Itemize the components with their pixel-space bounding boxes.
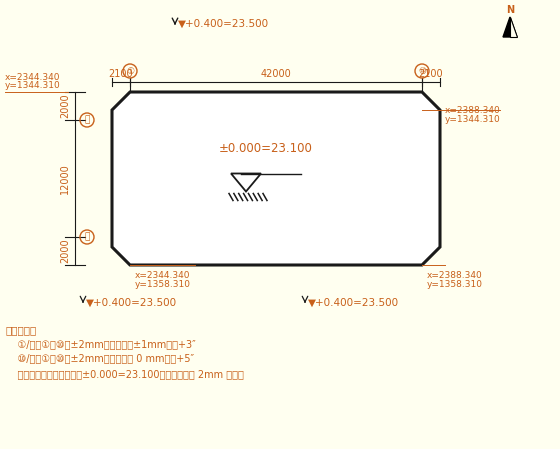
Text: x=2344.340: x=2344.340 <box>5 73 60 82</box>
Polygon shape <box>503 17 517 37</box>
Text: 2000: 2000 <box>60 94 70 119</box>
Polygon shape <box>510 17 517 37</box>
Text: ①: ① <box>126 66 134 75</box>
Text: Ⓐ: Ⓐ <box>85 233 90 242</box>
Text: ▼+0.400=23.500: ▼+0.400=23.500 <box>308 298 399 308</box>
Text: 12000: 12000 <box>60 163 70 194</box>
Text: N: N <box>506 5 514 15</box>
Text: 2100: 2100 <box>109 69 133 79</box>
Text: 42000: 42000 <box>260 69 291 79</box>
Text: y=1358.310: y=1358.310 <box>135 280 191 289</box>
Text: ▼+0.400=23.500: ▼+0.400=23.500 <box>86 298 177 308</box>
Text: y=1358.310: y=1358.310 <box>427 280 483 289</box>
Text: y=1344.310: y=1344.310 <box>5 81 60 90</box>
Text: 复测结果：: 复测结果： <box>5 325 36 335</box>
Text: 2000: 2000 <box>60 239 70 263</box>
Text: x=2388.340: x=2388.340 <box>445 106 501 115</box>
Text: Ⓜ: Ⓜ <box>85 115 90 124</box>
Text: ▼+0.400=23.500: ▼+0.400=23.500 <box>178 19 269 29</box>
Text: ⑩/Ⓐ：①～⑩農±2mm；Ⓜ～Ⓐ農 0 mm，角+5″: ⑩/Ⓐ：①～⑩農±2mm；Ⓜ～Ⓐ農 0 mm，角+5″ <box>5 353 194 363</box>
Polygon shape <box>112 92 440 265</box>
Text: ±0.000=23.100: ±0.000=23.100 <box>219 142 313 155</box>
Text: 引测施工现场的施工标高±0.000=23.100，三个误差在 2mm 以内。: 引测施工现场的施工标高±0.000=23.100，三个误差在 2mm 以内。 <box>5 369 244 379</box>
Text: x=2344.340: x=2344.340 <box>135 271 190 280</box>
Text: y=1344.310: y=1344.310 <box>445 115 501 124</box>
Text: x=2388.340: x=2388.340 <box>427 271 483 280</box>
Text: ⑩: ⑩ <box>418 66 426 75</box>
Text: 2100: 2100 <box>419 69 444 79</box>
Text: ①/Ⓜ：①～⑩農±2mm；Ⓜ～Ⓝ農±1mm，角+3″: ①/Ⓜ：①～⑩農±2mm；Ⓜ～Ⓝ農±1mm，角+3″ <box>5 339 196 349</box>
